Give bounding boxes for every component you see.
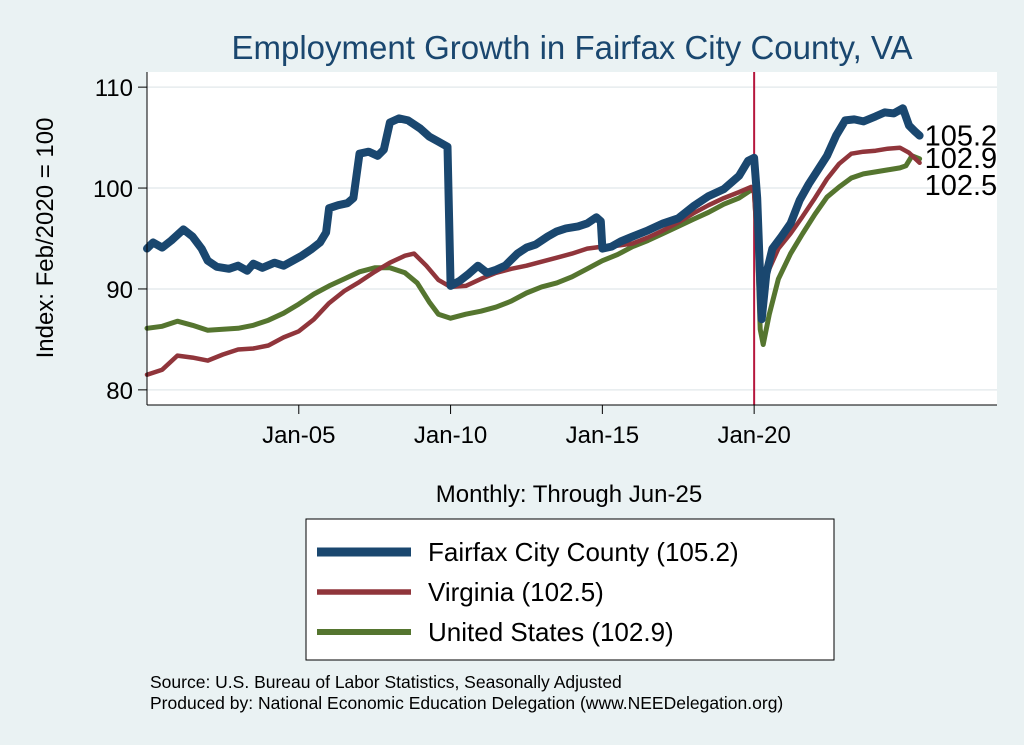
series-line-1 xyxy=(144,145,922,377)
y-tick-label-110: 110 xyxy=(95,75,133,102)
plot-area xyxy=(147,72,997,405)
y-axis: 80 90 100 110 xyxy=(93,75,147,405)
x-tick-label-Jan-05: Jan-05 xyxy=(262,422,335,449)
series-line-2 xyxy=(144,153,923,347)
x-tick-label-Jan-10: Jan-10 xyxy=(414,422,487,449)
legend-label-2: United States (102.9) xyxy=(428,617,674,647)
legend: Fairfax City County (105.2) Virginia (102… xyxy=(305,518,835,661)
x-axis: Jan-05 Jan-10 Jan-15 Jan-20 xyxy=(262,405,791,449)
x-axis-title: Monthly: Through Jun-25 xyxy=(436,481,702,508)
y-axis-title: Index: Feb/2020 = 100 xyxy=(32,118,59,359)
legend-label-1: Virginia (102.5) xyxy=(428,577,604,607)
x-tick-label-Jan-15: Jan-15 xyxy=(566,422,639,449)
end-label-2: 102.5 xyxy=(925,170,998,202)
y-tick-label-90: 90 xyxy=(106,277,133,304)
end-label-1: 102.9 xyxy=(925,143,998,175)
series-layer xyxy=(143,104,924,377)
x-tick-label-Jan-20: Jan-20 xyxy=(717,422,790,449)
y-tick-label-100: 100 xyxy=(93,176,133,203)
produced-note: Produced by: National Economic Education… xyxy=(150,693,783,713)
source-note: Source: U.S. Bureau of Labor Statistics,… xyxy=(150,672,622,692)
legend-label-0: Fairfax City County (105.2) xyxy=(428,537,739,567)
chart-title: Employment Growth in Fairfax City County… xyxy=(232,29,913,66)
grid xyxy=(147,86,997,391)
end-label-0: 105.2 xyxy=(925,121,998,153)
series-line-0 xyxy=(143,104,924,324)
y-tick-label-80: 80 xyxy=(106,378,133,405)
